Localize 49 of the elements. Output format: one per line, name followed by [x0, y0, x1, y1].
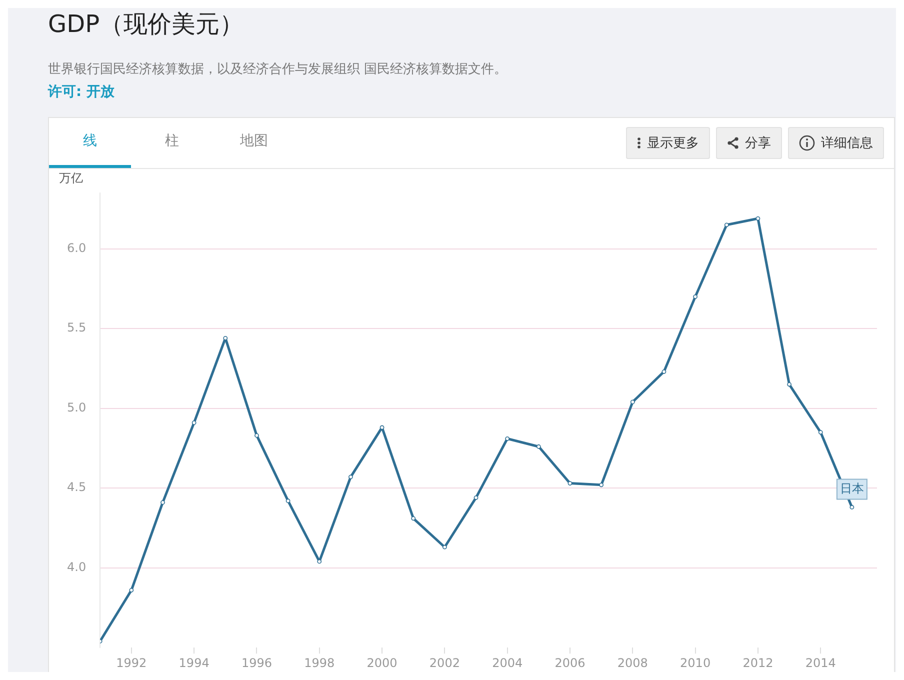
y-tick-label: 4.5	[66, 480, 86, 494]
point	[442, 544, 447, 550]
point	[536, 444, 541, 449]
x-tick-label: 1996	[241, 656, 272, 670]
point	[160, 500, 165, 505]
x-tick-label: 2000	[366, 656, 398, 670]
text: 线	[49, 118, 131, 168]
chart-title: GDP（现价美元）	[48, 9, 244, 40]
x-tick-label: 2002	[429, 656, 460, 670]
point	[286, 498, 290, 504]
text: 详细信息	[821, 135, 873, 152]
point	[254, 433, 259, 438]
point	[818, 430, 823, 434]
x-tick-label: 1992	[116, 656, 147, 670]
text: 显示更多	[647, 135, 699, 152]
y-axis-title: 万亿	[59, 171, 83, 186]
series-label: 日本	[840, 481, 864, 496]
text: 地图	[239, 132, 269, 151]
point	[630, 400, 635, 404]
point	[129, 588, 134, 592]
point	[756, 216, 760, 221]
chart-subtitle: 世界银行国民经济核算数据，以及经济合作与发展组织 国民经济核算数据文件。	[48, 61, 508, 78]
x-tick-label: 2012	[742, 656, 774, 670]
text: 许可: 开放	[48, 83, 114, 101]
y-tick-label: 4.0	[66, 560, 86, 574]
point	[850, 505, 854, 510]
y-tick-label: 6.0	[66, 240, 86, 255]
point	[348, 474, 353, 480]
y-tick-label: 5.5	[66, 320, 86, 335]
point	[693, 294, 698, 299]
point	[192, 420, 196, 425]
point	[787, 382, 792, 387]
x-tick-label: 2010	[680, 656, 711, 670]
x-tick-label: 2014	[805, 656, 836, 670]
point	[724, 222, 729, 228]
point	[599, 482, 604, 488]
point	[505, 436, 510, 441]
point	[568, 481, 572, 486]
point	[662, 369, 666, 374]
text: 分享	[745, 135, 771, 152]
x-tick-label: 1994	[178, 656, 210, 670]
x-tick-label: 1998	[304, 656, 335, 670]
x-tick-label: 2004	[492, 656, 523, 670]
text: 柱	[164, 132, 180, 151]
x-tick-label: 2006	[554, 656, 586, 670]
point	[411, 516, 416, 521]
y-tick-label: 5.0	[66, 400, 86, 414]
x-tick-label: 2008	[617, 656, 648, 670]
point	[474, 495, 478, 500]
